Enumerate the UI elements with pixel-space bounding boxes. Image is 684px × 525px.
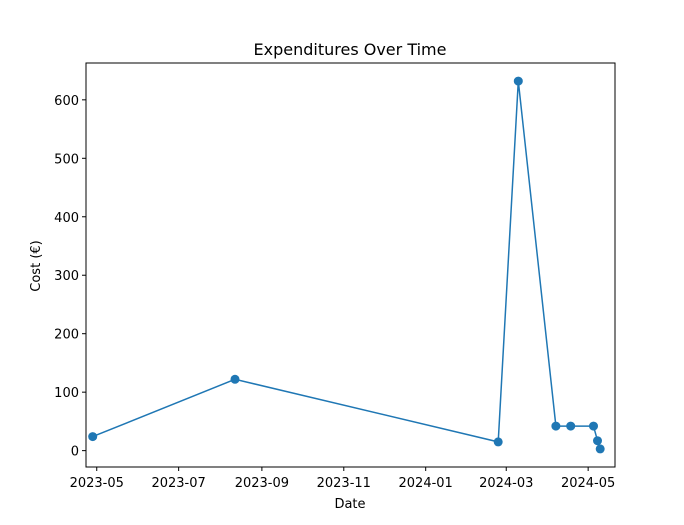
y-tick-label: 200 — [54, 328, 79, 343]
data-point — [513, 76, 523, 86]
data-point — [88, 432, 98, 442]
y-tick-label: 400 — [54, 211, 79, 226]
x-tick-label: 2023-05 — [70, 476, 124, 491]
y-axis-label: Cost (€) — [29, 240, 44, 291]
x-tick-label: 2024-05 — [561, 476, 615, 491]
x-tick-label: 2023-07 — [151, 476, 205, 491]
data-point — [566, 421, 576, 431]
y-tick-label: 500 — [54, 152, 79, 167]
x-axis: 2023-05 2023-07 2023-09 2023-11 2024-01 2024-… — [70, 467, 615, 491]
data-point — [595, 444, 605, 454]
data-point — [230, 374, 240, 384]
y-tick-label: 100 — [54, 386, 79, 401]
series-layer — [88, 76, 605, 454]
data-point — [493, 437, 503, 447]
y-tick-label: 300 — [54, 269, 79, 284]
y-tick-label: 0 — [71, 445, 79, 460]
data-point — [593, 436, 602, 446]
x-tick-label: 2023-11 — [317, 476, 371, 491]
plot-area — [85, 62, 616, 468]
data-point — [589, 421, 598, 431]
x-tick-label: 2024-03 — [479, 476, 533, 491]
y-tick-label: 600 — [54, 94, 79, 109]
plot-frame — [85, 62, 616, 468]
data-point — [551, 421, 561, 431]
x-tick-label: 2024-01 — [399, 476, 453, 491]
chart-title: Expenditures Over Time — [254, 40, 447, 59]
x-tick-label: 2023-09 — [235, 476, 289, 491]
y-axis: 0 100 200 300 400 500 600 — [54, 94, 86, 460]
x-axis-label: Date — [334, 497, 365, 512]
